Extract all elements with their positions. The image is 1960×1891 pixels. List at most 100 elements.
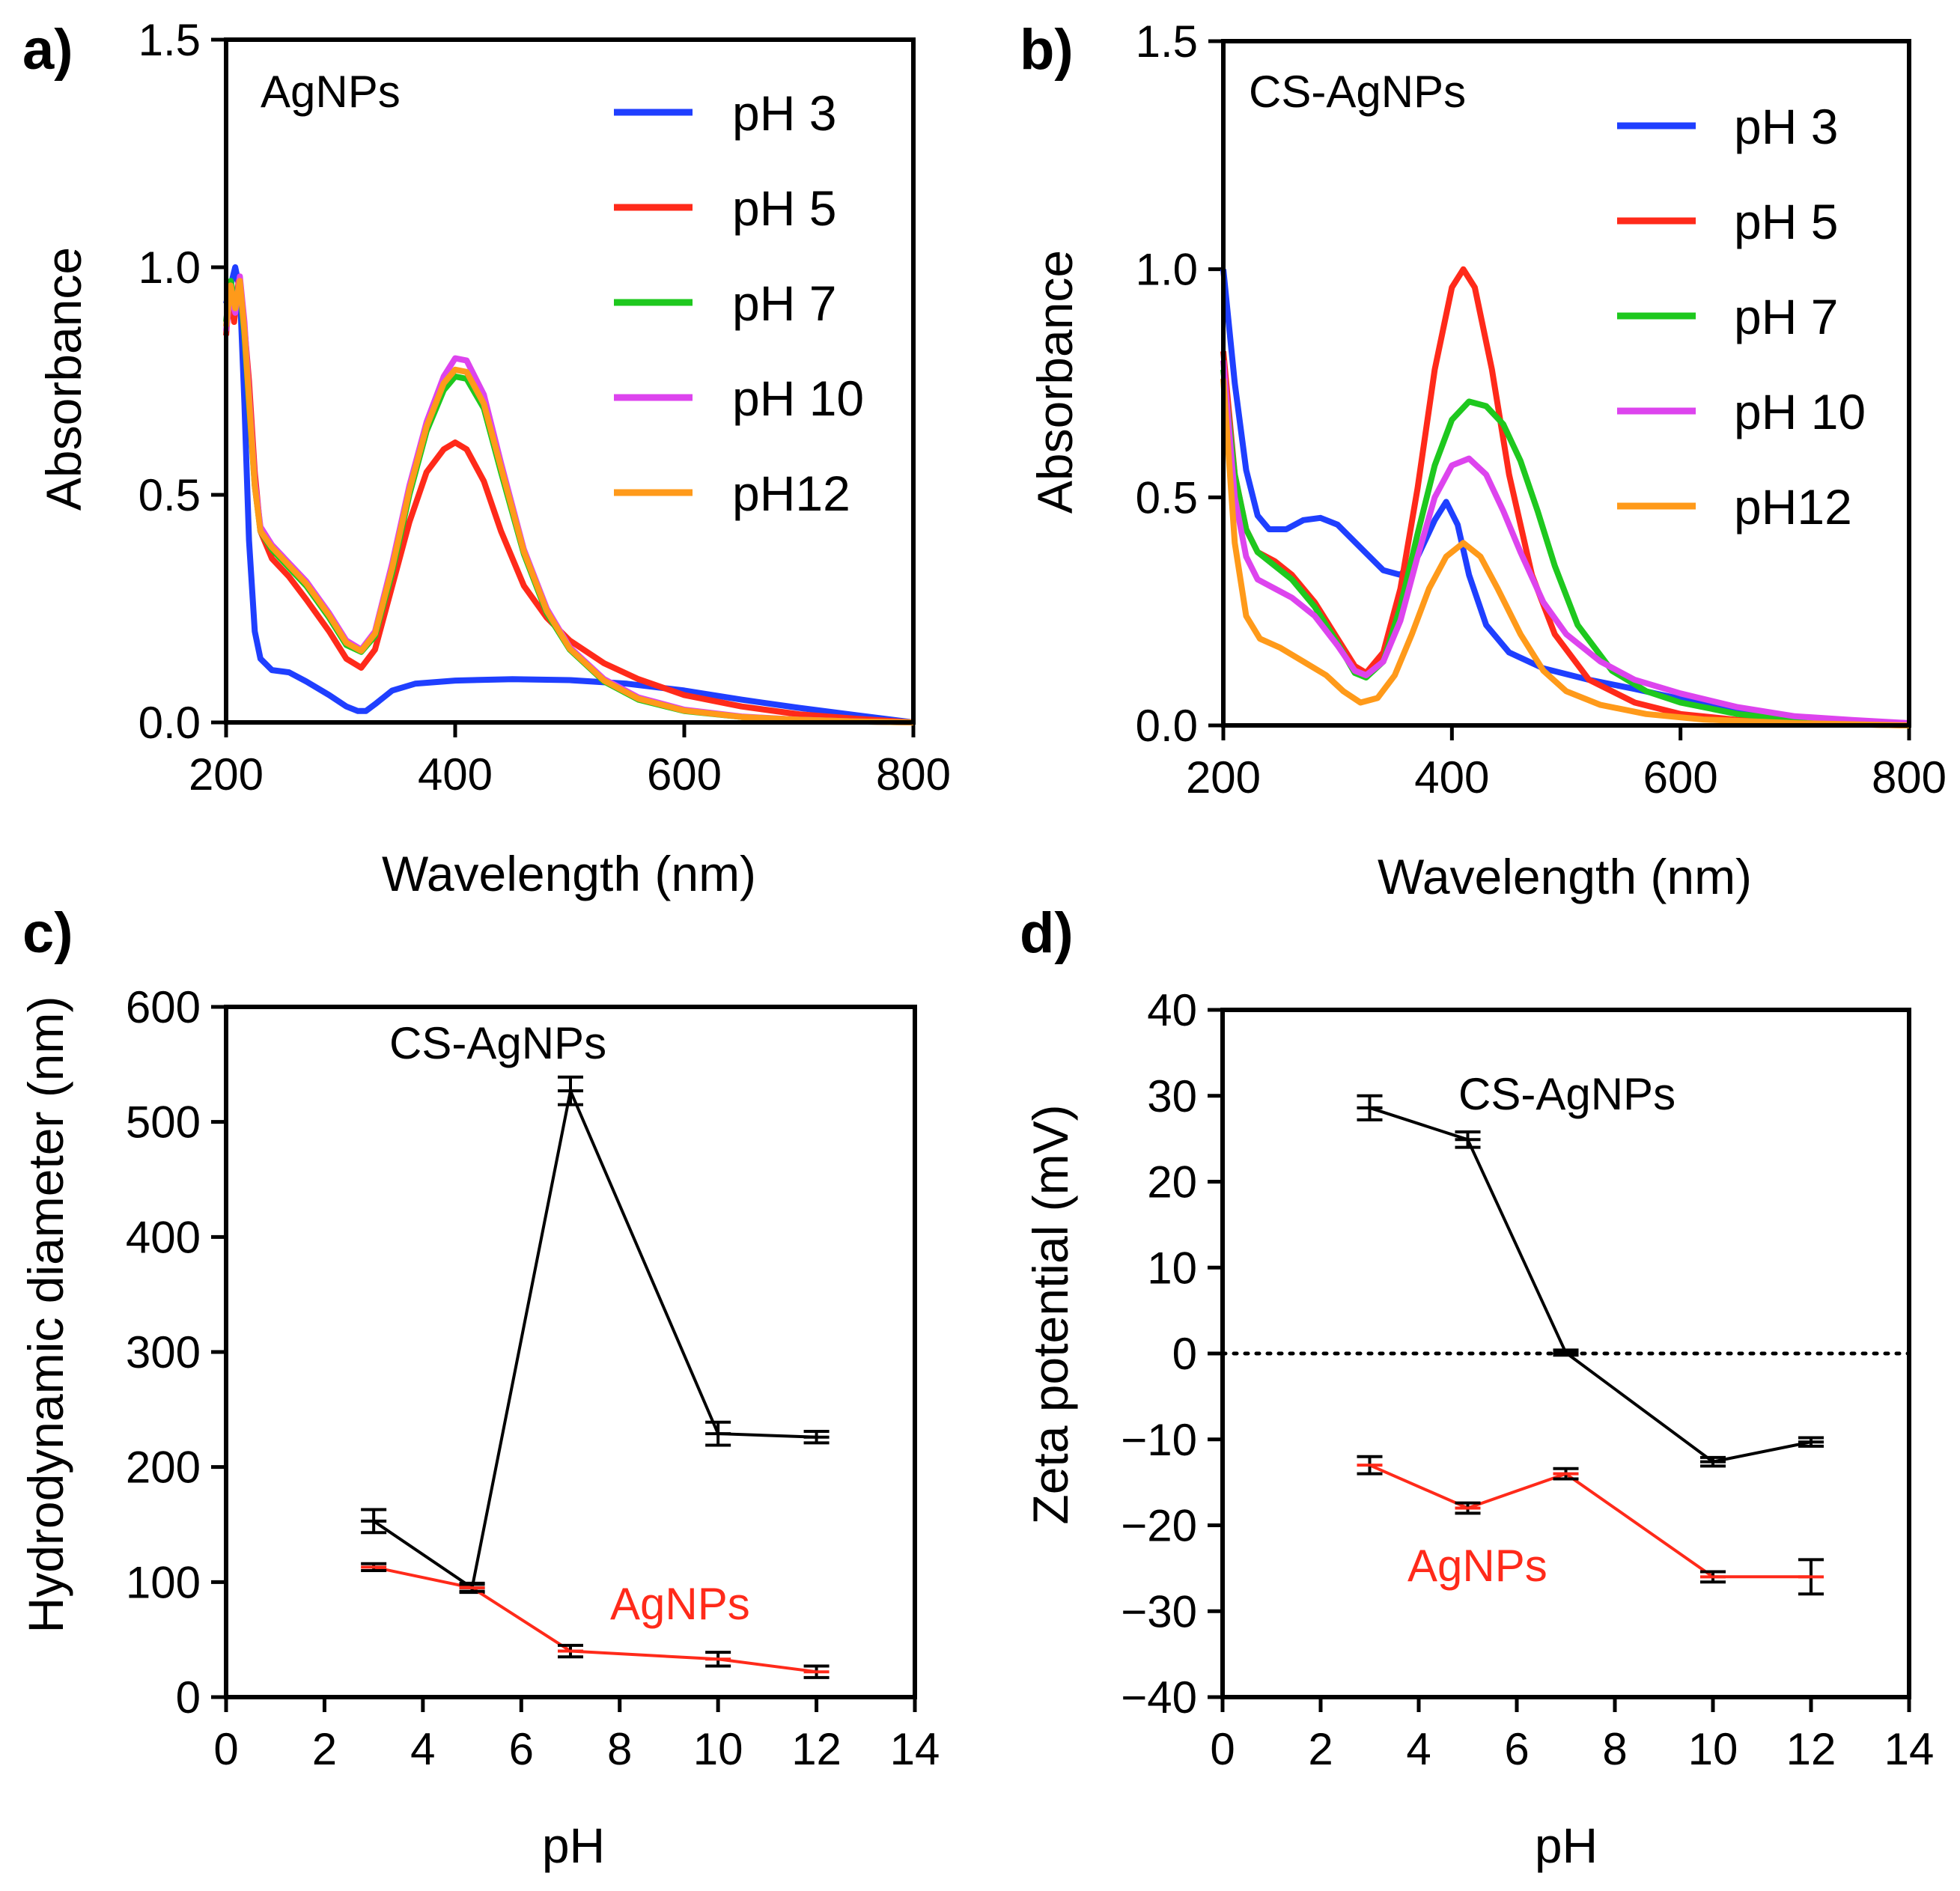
panel-a-legend-label-ph12: pH12	[732, 466, 850, 521]
panel-a-ytick-label: 1.0	[139, 243, 201, 293]
panel-c-annotation-agnps: AgNPs	[610, 1579, 750, 1629]
panel-c-series-agnps	[373, 1565, 817, 1674]
panel-d-errorbar-agnps	[1357, 1455, 1383, 1476]
panel-a-series-ph12	[223, 278, 914, 725]
panel-b-ytick-label: 0.5	[1136, 472, 1198, 523]
panel-c-ytick-label: 100	[126, 1557, 201, 1607]
panel-b-xlabel: Wavelength (nm)	[1378, 849, 1752, 904]
panel-a-legend-label-ph-10: pH 10	[732, 371, 864, 426]
panel-d-xtick-label: 2	[1308, 1724, 1333, 1774]
panel-c-xtick-label: 4	[410, 1724, 435, 1774]
panel-c-ytick-label: 400	[126, 1212, 201, 1262]
panel-b: b) Absorbance Wavelength (nm) CS-AgNPs 2…	[1020, 16, 1947, 904]
panel-a-ytick-label: 1.5	[139, 15, 201, 65]
panel-b-legend-label-ph12: pH12	[1734, 479, 1852, 535]
panel-c-ylabel: Hydrodynamic diameter (nm)	[18, 996, 73, 1633]
panel-a: a) Absorbance Wavelength (nm) AgNPs 200 4…	[22, 15, 951, 901]
panel-a-xtick-label: 800	[876, 749, 951, 800]
panel-c-xtick-label: 14	[890, 1724, 940, 1774]
panel-d-ytick-label: −40	[1121, 1672, 1197, 1723]
panel-d-label: d)	[1020, 901, 1074, 965]
panel-a-inset-label: AgNPs	[261, 67, 401, 117]
panel-c-errorbar-cs-agnps	[558, 1075, 583, 1106]
panel-d-xtick-label: 8	[1602, 1724, 1627, 1774]
panel-b-xtick-label: 600	[1643, 752, 1718, 803]
panel-b-legend-label-ph-10: pH 10	[1734, 384, 1866, 439]
panel-b-inset-label: CS-AgNPs	[1249, 67, 1466, 117]
panel-b-ytick-label: 1.5	[1136, 16, 1198, 67]
panel-d-ytick-label: −30	[1121, 1586, 1197, 1636]
panel-c-ytick-label: 600	[126, 982, 201, 1032]
panel-a-ytick-label: 0.5	[139, 470, 201, 520]
panel-c-plot-frame	[224, 1005, 917, 1699]
panel-d-annotation-cs-agnps: CS-AgNPs	[1458, 1069, 1676, 1119]
panel-c-label: c)	[22, 901, 73, 965]
panel-b-xtick-label: 200	[1186, 752, 1261, 803]
panel-a-legend-label-ph-7: pH 7	[732, 275, 836, 331]
panel-c-xlabel: pH	[542, 1818, 605, 1873]
panel-d-errorbar-cs-agnps	[1455, 1130, 1481, 1149]
panel-d-series-cs-agnps	[1369, 1106, 1812, 1464]
panel-b-legend-label-ph-3: pH 3	[1734, 99, 1838, 154]
panel-b-ytick-label: 1.0	[1136, 245, 1198, 295]
panel-d-ytick-label: 40	[1147, 985, 1197, 1035]
panel-b-legend-label-ph-5: pH 5	[1734, 194, 1838, 249]
panel-d-xtick-label: 6	[1504, 1724, 1529, 1774]
panel-c-xtick-label: 12	[791, 1724, 841, 1774]
panel-a-xlabel: Wavelength (nm)	[382, 846, 756, 901]
panel-d-errorbar-cs-agnps	[1798, 1436, 1824, 1448]
panel-a-ylabel: Absorbance	[36, 247, 91, 511]
panel-c-ytick-label: 500	[126, 1097, 201, 1148]
panel-c-xtick-label: 10	[693, 1724, 743, 1774]
panel-c: c) Hydrodynamic diameter (nm) pH CS-AgNP…	[18, 901, 940, 1873]
panel-d-xtick-label: 10	[1688, 1724, 1738, 1774]
panel-a-label: a)	[22, 18, 73, 82]
panel-d-annotation-agnps: AgNPs	[1407, 1541, 1547, 1591]
panel-d-errorbar-cs-agnps	[1700, 1455, 1726, 1468]
panel-a-plot-frame	[224, 37, 916, 725]
panel-b-plot-frame	[1221, 39, 1911, 728]
panel-c-errorbar-agnps	[803, 1664, 830, 1679]
panel-d-ylabel: Zeta potential (mV)	[1023, 1104, 1078, 1524]
panel-b-series-ph-5	[1220, 266, 1910, 728]
panel-c-xtick-label: 0	[213, 1724, 238, 1774]
panel-d-xtick-label: 0	[1210, 1724, 1235, 1774]
panel-c-ytick-label: 300	[126, 1327, 201, 1377]
panel-b-ylabel: Absorbance	[1027, 250, 1083, 514]
panel-d-errorbar-cs-agnps	[1357, 1094, 1383, 1121]
panel-b-xtick-label: 800	[1872, 752, 1947, 803]
panel-b-label: b)	[1020, 18, 1074, 82]
panel-d-errorbar-cs-agnps	[1553, 1348, 1579, 1357]
panel-d-ytick-label: −10	[1121, 1415, 1197, 1465]
panel-d-errorbar-agnps	[1700, 1570, 1726, 1584]
panel-d-ytick-label: 30	[1147, 1071, 1197, 1121]
panel-c-errorbar-cs-agnps	[361, 1508, 387, 1535]
panel-d-ytick-label: 0	[1172, 1329, 1197, 1379]
panel-d-ytick-label: 20	[1147, 1157, 1197, 1208]
panel-c-xtick-label: 6	[509, 1724, 534, 1774]
panel-c-ytick-label: 200	[126, 1443, 201, 1493]
panel-c-xtick-label: 8	[607, 1724, 632, 1774]
panel-c-errorbar-agnps	[558, 1643, 583, 1659]
panel-d: d) Zeta potential (mV) pH CS-AgNPs AgNPs…	[1020, 901, 1934, 1873]
panel-d-ytick-label: −20	[1121, 1501, 1197, 1551]
panel-b-series-ph12	[1220, 378, 1910, 728]
panel-d-xtick-label: 4	[1406, 1724, 1431, 1774]
panel-a-xtick-label: 600	[647, 749, 722, 800]
panel-d-xtick-label: 14	[1884, 1724, 1935, 1774]
panel-d-errorbar-agnps	[1455, 1501, 1481, 1515]
panel-b-legend-label-ph-7: pH 7	[1734, 289, 1838, 344]
panel-d-errorbar-agnps	[1553, 1467, 1579, 1481]
panel-d-errorbar-agnps	[1798, 1558, 1824, 1596]
panel-a-ytick-label: 0.0	[139, 698, 201, 748]
panel-a-xtick-label: 400	[418, 749, 493, 800]
panel-c-series-cs-agnps	[372, 1085, 817, 1591]
panel-a-legend-label-ph-3: pH 3	[732, 85, 836, 141]
panel-c-errorbar-cs-agnps	[705, 1420, 731, 1447]
panel-c-ytick-label: 0	[176, 1672, 201, 1723]
panel-c-errorbar-agnps	[361, 1562, 387, 1572]
panel-a-legend-label-ph-5: pH 5	[732, 180, 836, 236]
panel-c-errorbar-agnps	[459, 1583, 485, 1593]
panel-b-series-ph-10	[1220, 360, 1910, 726]
